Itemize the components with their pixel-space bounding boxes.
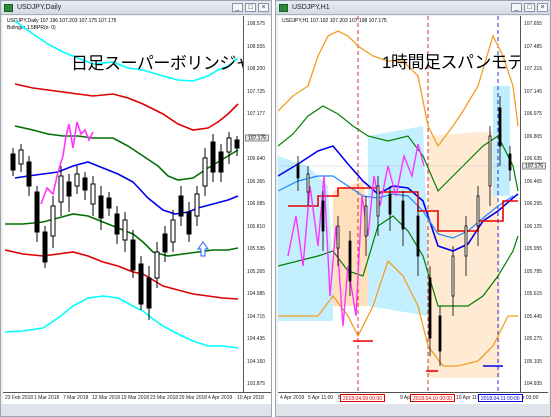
time-tick-label: 1 Mar 2018 (34, 395, 60, 401)
minimize-button[interactable]: _ (232, 3, 243, 12)
hourly-caption: 1時間足スパンモデル (382, 53, 541, 72)
price-tick-label: 107.177 (247, 111, 266, 117)
time-tick-label: 19 Mar 2018 (121, 395, 150, 401)
hourly-lower-orange (278, 259, 518, 367)
daily-titlebar[interactable]: USDJPY,Daily _ □ × (1, 1, 271, 15)
mid-line (14, 161, 239, 215)
price-tick-label: 105.275 (524, 336, 543, 342)
daily-info-line: USDJPY,Daily 107.196 107.203 107.175 107… (7, 18, 117, 24)
daily-price-axis[interactable]: 108.575108.555108.200107.725107.177106.9… (243, 16, 271, 392)
time-tick-label: 4 Apr 2018 (208, 395, 233, 401)
daily-caption: 日足スーパーボリンジャー (71, 54, 268, 73)
maximize-button[interactable]: □ (245, 3, 256, 12)
price-tick-label: 105.785 (524, 268, 543, 275)
price-tick-label: 107.725 (247, 88, 266, 95)
hourly-titlebar[interactable]: USDJPY,H1 _ □ × (276, 1, 550, 15)
daily-bottom-strip (1, 404, 271, 416)
candlesticks (10, 132, 240, 320)
daily-window-title: USDJPY,Daily (17, 4, 62, 11)
hourly-lagging-line (287, 143, 425, 327)
price-tick-label: 106.125 (524, 223, 543, 230)
price-tick-label: 107.485 (524, 43, 543, 50)
hourly-mid-line (278, 145, 519, 252)
span-red-line (288, 187, 518, 232)
span-cloud-blue-3 (493, 86, 510, 196)
arrow-up-icon (197, 241, 209, 257)
hourly-mid-line-2 (278, 175, 514, 239)
price-tick-label: 107.655 (524, 21, 543, 27)
hourly-chart-svg (278, 16, 520, 392)
price-tick-label: 106.365 (247, 178, 266, 185)
price-tick-label: 104.985 (247, 291, 266, 297)
daily-chart-svg (4, 20, 240, 349)
lower-band-3 (4, 295, 239, 349)
price-tick-label: 104.160 (247, 358, 266, 365)
price-tick-label: 104.715 (247, 313, 266, 320)
price-tick-label: 105.105 (524, 358, 543, 365)
time-tick-label: 4 Apr 2018 (280, 395, 305, 401)
chart-app-icon (4, 4, 13, 12)
price-tick-label: 106.975 (524, 111, 543, 117)
daily-chart-window[interactable]: USDJPY,Daily _ □ × USDJPY,Daily 107.196 … (0, 0, 272, 417)
price-tick-label: 106.635 (524, 156, 543, 162)
upper-band-2 (14, 83, 239, 131)
price-tick-label: 105.535 (247, 246, 266, 252)
date-marker-tag: 2018.04.09 00:00 (340, 394, 385, 402)
daily-indicator-line: Bolinger 1.5BPR(n: 0) (7, 25, 56, 31)
time-tick-label: 10 Apr 2018 (237, 395, 264, 401)
price-tick-label: 104.435 (247, 336, 266, 342)
hourly-info-line: USDJPY,H1 107.192 107.203 107.198 107.17… (282, 18, 387, 24)
price-tick-label: 108.555 (247, 43, 266, 50)
price-tick-label: 108.575 (247, 21, 266, 27)
hourly-candlesticks (296, 96, 512, 366)
hourly-upper-orange (278, 30, 519, 148)
price-tick-label: 107.145 (524, 88, 543, 95)
hourly-price-axis[interactable]: 107.655 107.485 107.315 107.145 106.975 106.8… (520, 16, 549, 392)
price-tick-label: 105.445 (524, 313, 543, 320)
price-tick-label: 106.085 (247, 201, 266, 207)
time-tick-label: 29 Mar 2018 (179, 395, 208, 401)
current-price-tag: 107.175 (522, 162, 546, 170)
daily-plot-area[interactable]: USDJPY,Daily 107.196 107.203 107.175 107… (3, 16, 268, 392)
chart-app-icon (279, 4, 288, 12)
date-marker-tag: 2018.04.11 00:00 (478, 394, 523, 402)
hourly-upper-green (278, 105, 519, 193)
upper-band-3 (14, 20, 239, 82)
hourly-chart-window[interactable]: USDJPY,H1 _ □ × (275, 0, 551, 417)
lagging-line (40, 121, 94, 205)
lower-band-2 (4, 249, 239, 300)
current-price-tag: 107.175 (245, 134, 269, 142)
time-tick-label: 12 Mar 2018 (92, 395, 121, 401)
maximize-button[interactable]: □ (524, 3, 535, 12)
price-tick-label: 106.295 (524, 201, 543, 207)
price-tick-label: 105.955 (524, 246, 543, 252)
time-tick-label: 7 Mar 2018 (63, 395, 89, 401)
price-tick-label: 107.315 (524, 66, 543, 72)
price-tick-label: 103.875 (247, 381, 266, 387)
price-tick-label: 106.805 (524, 133, 543, 140)
price-tick-label: 106.640 (247, 156, 266, 162)
time-tick-label: 23 Mar 2018 (150, 395, 179, 401)
price-tick-label: 105.265 (247, 268, 266, 275)
time-tick-label: 12 Apr 03:00 (510, 395, 539, 401)
time-tick-label: 23 Feb 2018 (5, 395, 34, 401)
span-cloud-orange-2 (428, 131, 500, 378)
close-button[interactable]: × (258, 3, 269, 12)
close-button[interactable]: × (537, 3, 548, 12)
time-tick-label: 5 Apr 11:00 (308, 395, 334, 401)
daily-time-axis[interactable]: 23 Feb 2018 1 Mar 2018 7 Mar 2018 12 Mar 20… (3, 392, 271, 405)
minimize-button[interactable]: _ (511, 3, 522, 12)
hourly-plot-area[interactable]: USDJPY,H1 107.192 107.203 107.198 107.17… (278, 16, 541, 392)
price-tick-label: 106.465 (524, 178, 543, 185)
price-tick-label: 104.935 (524, 381, 543, 387)
hourly-window-title: USDJPY,H1 (292, 4, 330, 11)
price-tick-label: 105.615 (524, 291, 543, 297)
date-marker-tag: 2018.04.10 00:00 (410, 394, 455, 402)
price-tick-label: 108.200 (247, 66, 266, 72)
hourly-bottom-strip (276, 404, 550, 416)
price-tick-label: 105.810 (247, 223, 266, 230)
time-tick-label: 10 Apr 11:00 (456, 395, 484, 401)
